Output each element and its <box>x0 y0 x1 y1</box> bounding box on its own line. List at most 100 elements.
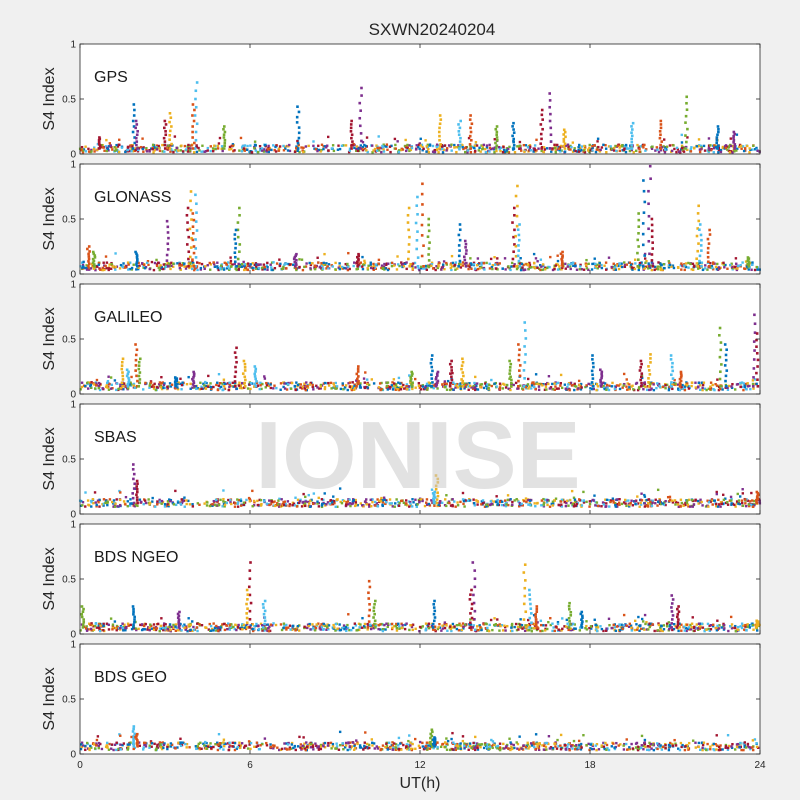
data-point <box>524 353 527 356</box>
data-point <box>168 147 172 150</box>
data-point <box>135 348 139 352</box>
data-point <box>695 257 698 261</box>
plot-area <box>80 44 760 154</box>
panels-group: 0 0.5 1 GPS S4 Index 0 0.5 1 GLONASS S4 Index 0 0.5… <box>41 40 766 772</box>
data-point <box>247 626 251 629</box>
data-point <box>518 374 522 378</box>
data-point <box>459 136 462 140</box>
data-point <box>755 498 758 502</box>
data-point <box>696 212 700 215</box>
data-point <box>236 228 240 232</box>
data-point <box>530 612 533 615</box>
data-point <box>539 123 543 126</box>
data-point <box>295 115 299 119</box>
data-point <box>356 377 359 381</box>
data-point <box>125 368 129 372</box>
data-point <box>97 141 101 145</box>
data-point <box>243 362 247 366</box>
data-point <box>131 496 135 500</box>
data-point <box>580 610 584 614</box>
data-point <box>639 359 643 363</box>
data-point <box>715 141 718 145</box>
data-point <box>428 241 431 244</box>
data-point <box>126 382 130 386</box>
data-point <box>696 249 700 253</box>
data-point <box>136 379 139 383</box>
data-point <box>512 128 515 131</box>
data-point <box>755 619 758 623</box>
data-point <box>132 737 135 741</box>
data-point <box>630 134 634 138</box>
data-point <box>136 740 139 744</box>
data-point <box>162 136 166 140</box>
data-point <box>508 369 512 372</box>
data-point <box>495 125 499 128</box>
data-point <box>135 133 139 137</box>
data-point <box>495 144 499 148</box>
y-tick-label: 1 <box>70 160 76 171</box>
data-point <box>529 602 532 606</box>
data-point <box>82 620 86 624</box>
data-point <box>434 474 438 477</box>
data-point <box>131 468 135 471</box>
data-point <box>176 612 180 616</box>
data-point <box>561 256 564 259</box>
panel-title: GPS <box>94 69 128 86</box>
data-point <box>461 385 465 388</box>
data-point <box>168 129 172 133</box>
data-point <box>189 246 193 249</box>
data-point <box>562 128 566 132</box>
data-point <box>135 252 138 256</box>
data-point <box>429 732 433 736</box>
data-point <box>168 134 172 137</box>
data-point <box>137 364 141 367</box>
data-point <box>649 357 652 360</box>
data-point <box>719 370 722 374</box>
data-point <box>469 138 473 142</box>
data-point <box>186 206 190 210</box>
data-point <box>436 374 439 377</box>
data-point <box>411 381 414 385</box>
data-point <box>192 372 196 376</box>
data-point <box>670 602 674 605</box>
data-point <box>700 249 703 252</box>
data-point <box>163 147 167 150</box>
data-point <box>249 601 253 605</box>
data-point <box>464 242 468 246</box>
data-point <box>755 371 758 375</box>
data-point <box>135 498 139 502</box>
data-point <box>755 490 759 494</box>
data-point <box>755 345 758 348</box>
data-point <box>471 626 475 629</box>
data-point <box>431 381 434 384</box>
data-point <box>169 116 173 119</box>
data-point <box>134 126 137 130</box>
panel-title: BDS GEO <box>94 669 167 686</box>
data-point <box>510 381 513 385</box>
data-point <box>194 89 198 93</box>
data-point <box>700 265 703 268</box>
data-point <box>678 377 682 381</box>
data-point <box>725 385 728 388</box>
data-point <box>192 119 196 123</box>
data-point <box>407 243 411 246</box>
data-point <box>195 229 199 232</box>
data-point <box>680 374 683 377</box>
data-point <box>138 371 142 374</box>
data-point <box>356 382 360 386</box>
data-point <box>756 497 759 501</box>
data-point <box>189 208 193 212</box>
data-point <box>675 615 679 619</box>
data-point <box>235 360 238 364</box>
data-point <box>134 358 138 362</box>
data-point <box>435 383 439 386</box>
data-point <box>131 147 135 150</box>
data-point <box>685 95 689 99</box>
data-point <box>246 593 250 596</box>
data-point <box>438 147 441 150</box>
data-point <box>631 121 635 125</box>
data-point <box>755 623 759 627</box>
data-point <box>222 147 226 150</box>
data-point <box>134 343 137 346</box>
data-point <box>458 249 461 252</box>
